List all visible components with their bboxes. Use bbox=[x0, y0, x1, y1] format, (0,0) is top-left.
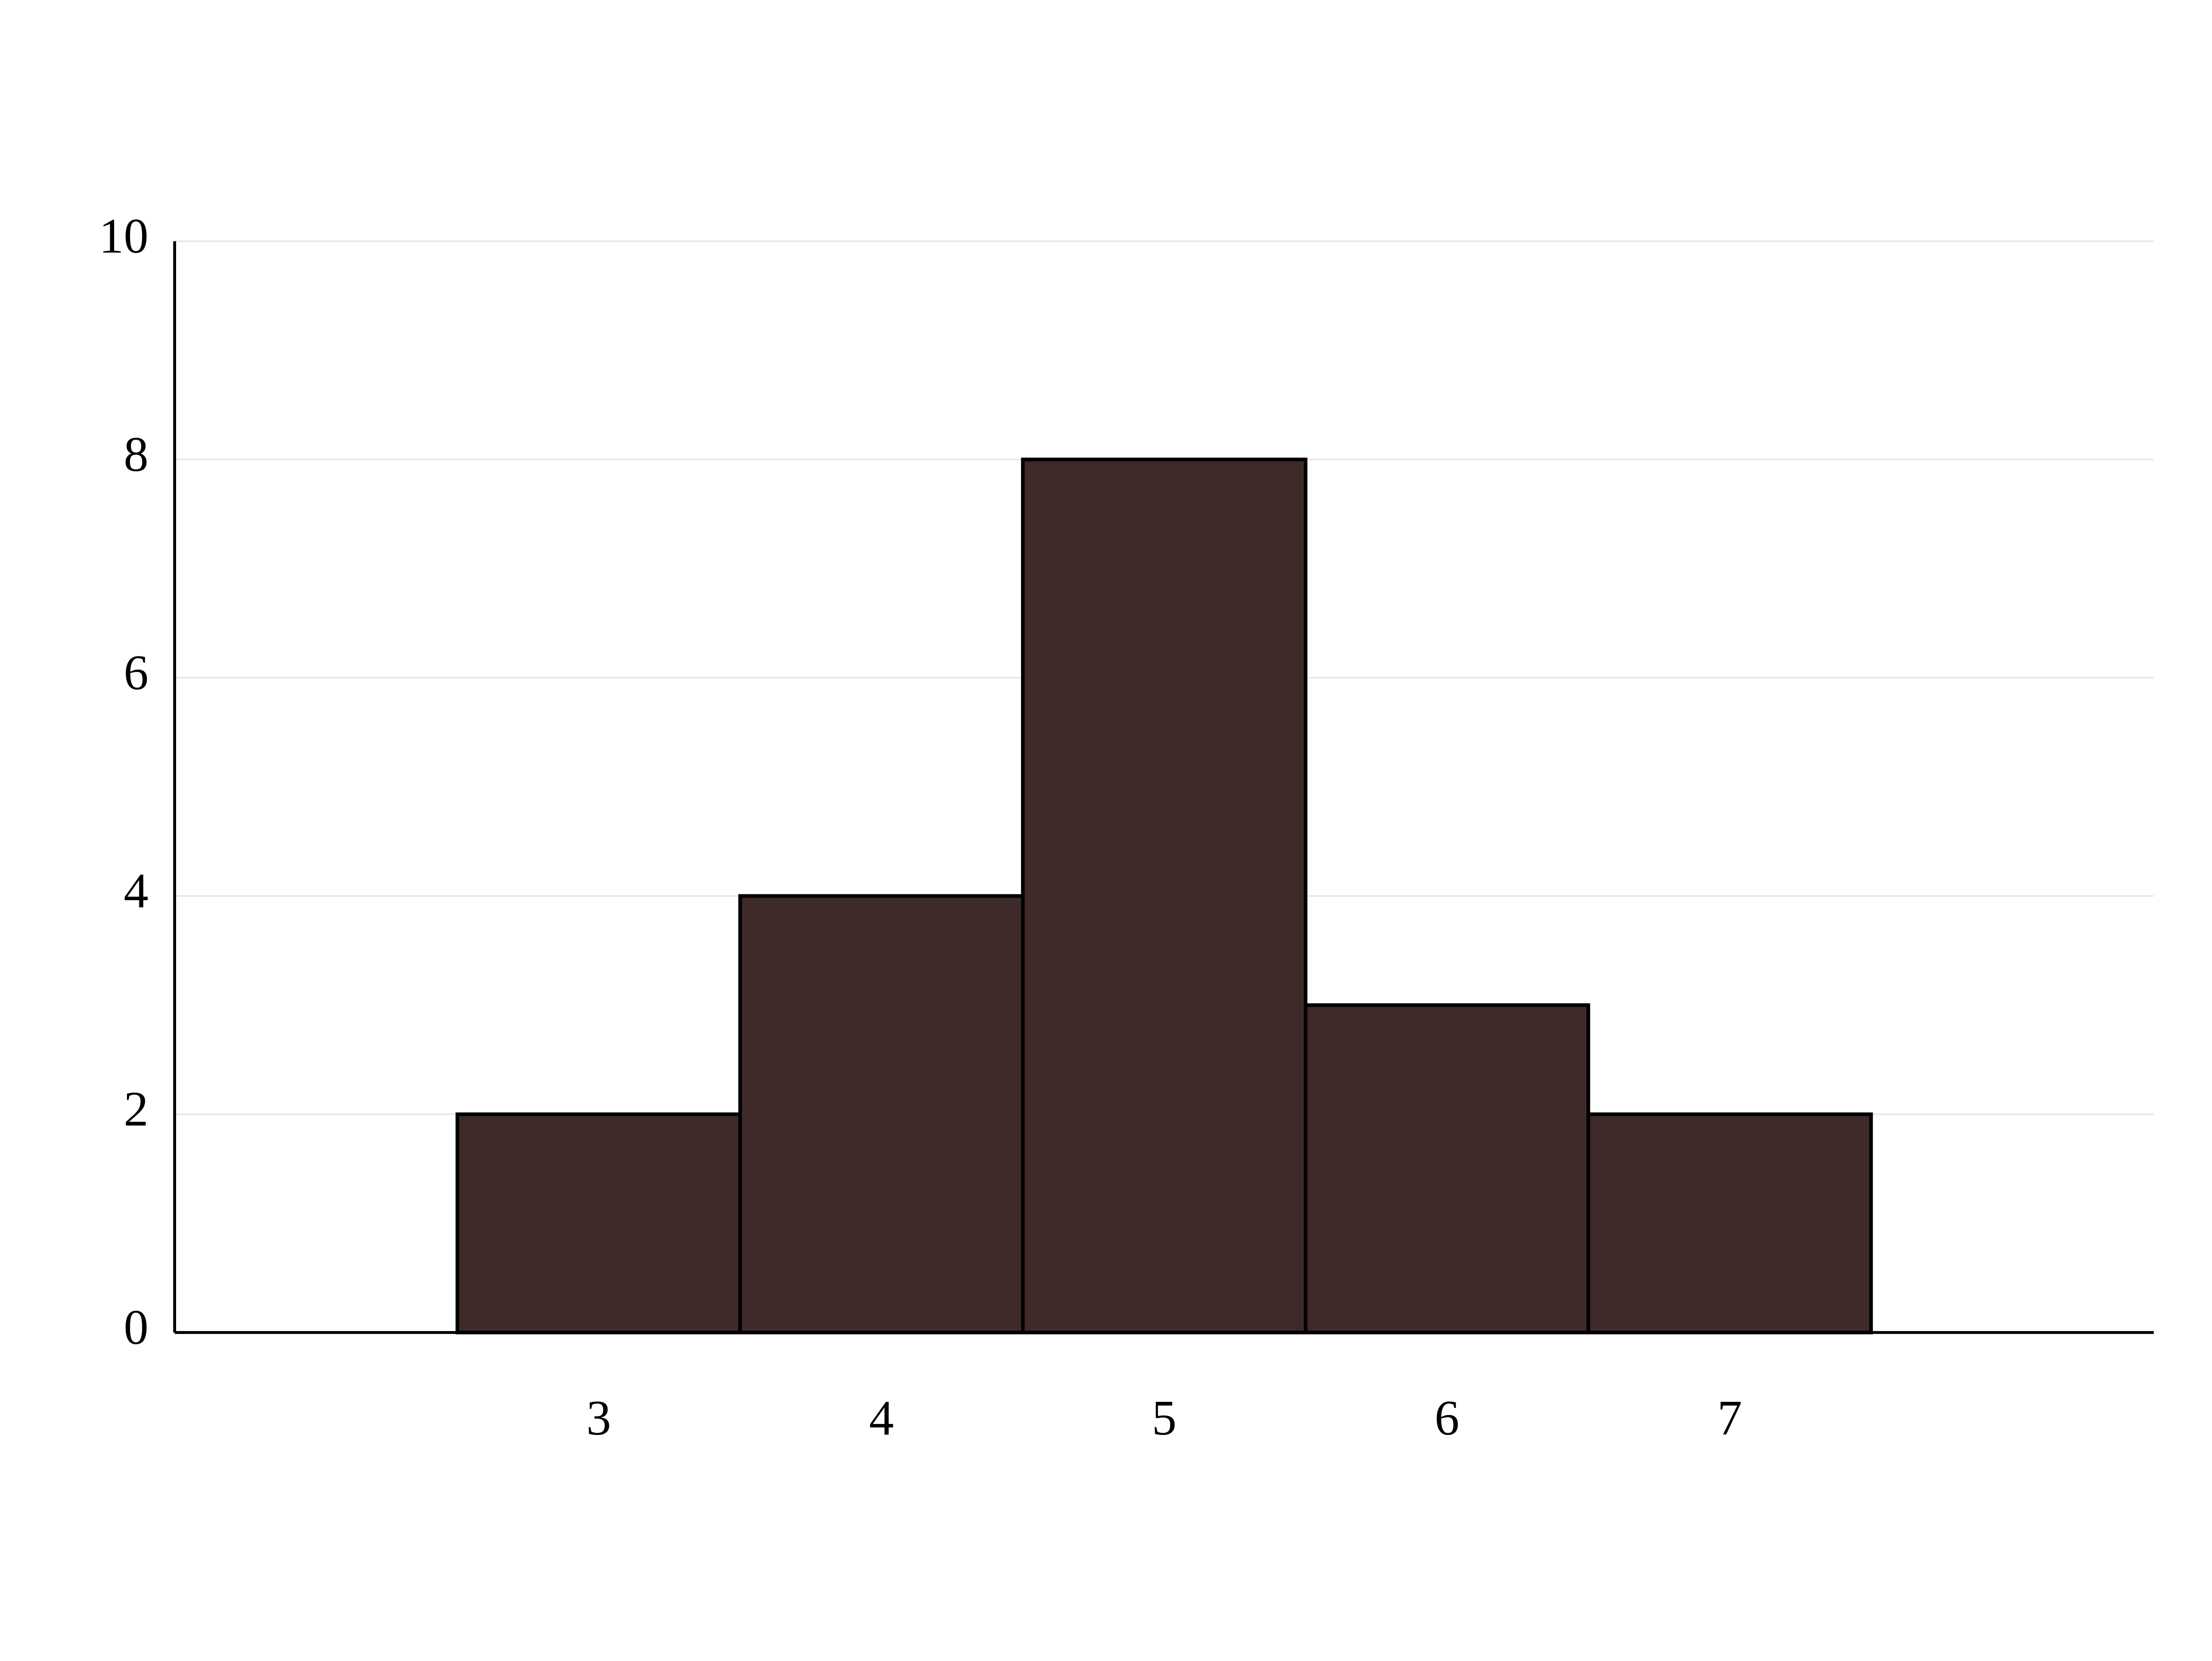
histogram-bar bbox=[740, 896, 1023, 1333]
histogram-bar bbox=[1023, 460, 1306, 1333]
x-tick-label: 4 bbox=[869, 1391, 894, 1446]
histogram-bar bbox=[457, 1114, 740, 1332]
x-tick-label: 3 bbox=[586, 1391, 611, 1446]
x-tick-label: 7 bbox=[1717, 1391, 1742, 1446]
y-tick-label: 8 bbox=[124, 427, 149, 482]
y-tick-label: 10 bbox=[99, 209, 149, 264]
x-tick-label: 6 bbox=[1435, 1391, 1459, 1446]
y-tick-label: 0 bbox=[124, 1300, 149, 1355]
y-tick-label: 6 bbox=[124, 645, 149, 700]
chart-svg: 0 2 4 6 8 10 3 4 5 6 7 bbox=[0, 0, 2212, 1661]
histogram-bar bbox=[1306, 1005, 1588, 1332]
y-tick-label: 2 bbox=[124, 1082, 149, 1137]
y-tick-label: 4 bbox=[124, 863, 149, 918]
x-tick-label: 5 bbox=[1152, 1391, 1177, 1446]
histogram-chart: 0 2 4 6 8 10 3 4 5 6 7 bbox=[0, 0, 2212, 1661]
histogram-bar bbox=[1588, 1114, 1871, 1332]
